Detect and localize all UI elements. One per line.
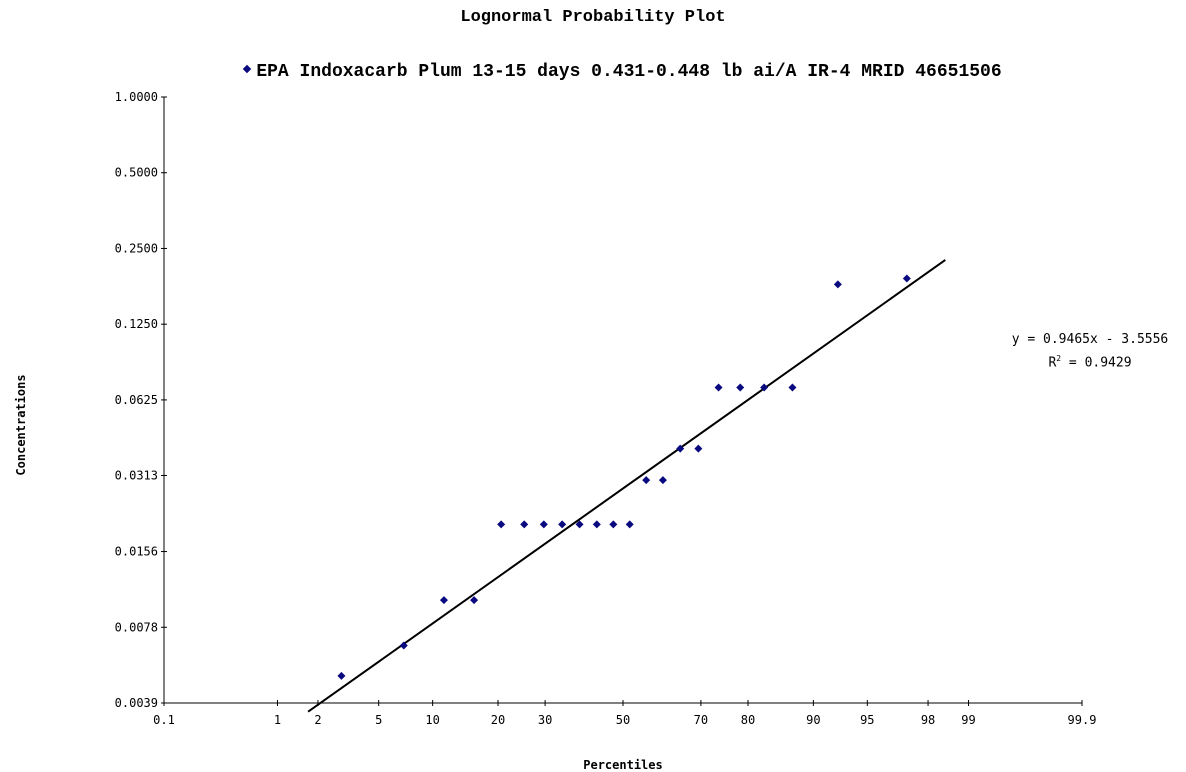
r-squared-value: = 0.9429: [1061, 355, 1132, 371]
r-squared-exponent: 2: [1056, 354, 1062, 363]
axes: 0.00390.00780.01560.03130.06250.12500.25…: [115, 90, 1097, 727]
trendline: [307, 259, 946, 713]
data-point: [439, 596, 448, 605]
legend-entry: EPA Indoxacarb Plum 13-15 days 0.431-0.4…: [256, 62, 1002, 82]
data-point: [399, 641, 408, 650]
y-tick-label: 0.5000: [115, 166, 158, 180]
x-tick-label: 50: [616, 713, 630, 727]
data-point: [676, 444, 685, 453]
x-tick-label: 0.1: [153, 713, 175, 727]
data-point: [625, 520, 634, 529]
equation-text: y = 0.9465x - 3.5556: [1011, 332, 1169, 347]
y-tick-label: 0.0625: [115, 393, 158, 407]
data-point: [337, 671, 346, 680]
x-tick-label: 99.9: [1068, 713, 1097, 727]
data-point: [470, 596, 479, 605]
x-tick-label: 20: [491, 713, 505, 727]
data-point: [592, 520, 601, 529]
data-point: [575, 520, 584, 529]
x-tick-label: 95: [860, 713, 874, 727]
data-point: [833, 280, 842, 289]
data-points: [337, 274, 911, 680]
x-tick-label: 5: [375, 713, 382, 727]
data-point: [788, 383, 797, 392]
data-point: [497, 520, 506, 529]
y-tick-label: 0.0156: [115, 545, 158, 559]
x-axis-label: Percentiles: [583, 758, 663, 772]
r-squared-label: R: [1048, 355, 1057, 371]
x-tick-label: 30: [538, 713, 552, 727]
data-point: [714, 383, 723, 392]
r-squared-text: R2 = 0.9429: [990, 349, 1186, 372]
y-tick-label: 0.1250: [115, 317, 158, 331]
data-point: [658, 476, 667, 485]
data-point: [694, 444, 703, 453]
data-point: [609, 520, 618, 529]
y-tick-label: 0.2500: [115, 241, 158, 255]
y-tick-label: 0.0039: [115, 696, 158, 710]
chart-legend: EPA Indoxacarb Plum 13-15 days 0.431-0.4…: [0, 62, 1186, 82]
x-tick-label: 2: [314, 713, 321, 727]
data-point: [902, 274, 911, 283]
y-axis-label: Concentrations: [14, 374, 28, 476]
x-tick-label: 80: [741, 713, 755, 727]
x-tick-label: 70: [694, 713, 708, 727]
x-tick-label: 90: [806, 713, 820, 727]
x-tick-label: 98: [921, 713, 935, 727]
y-tick-label: 0.0313: [115, 468, 158, 482]
x-tick-label: 99: [961, 713, 975, 727]
trendline-group: [307, 259, 946, 713]
data-point: [760, 383, 769, 392]
y-tick-label: 0.0078: [115, 620, 158, 634]
chart-title: Lognormal Probability Plot: [460, 8, 726, 27]
x-tick-label: 10: [425, 713, 439, 727]
data-point: [558, 520, 567, 529]
data-point: [642, 476, 651, 485]
y-tick-label: 1.0000: [115, 90, 158, 104]
data-point: [736, 383, 745, 392]
x-tick-label: 1: [274, 713, 281, 727]
data-point: [539, 520, 548, 529]
data-point: [520, 520, 529, 529]
trendline-equation: y = 0.9465x - 3.5556 R2 = 0.9429: [990, 330, 1186, 372]
